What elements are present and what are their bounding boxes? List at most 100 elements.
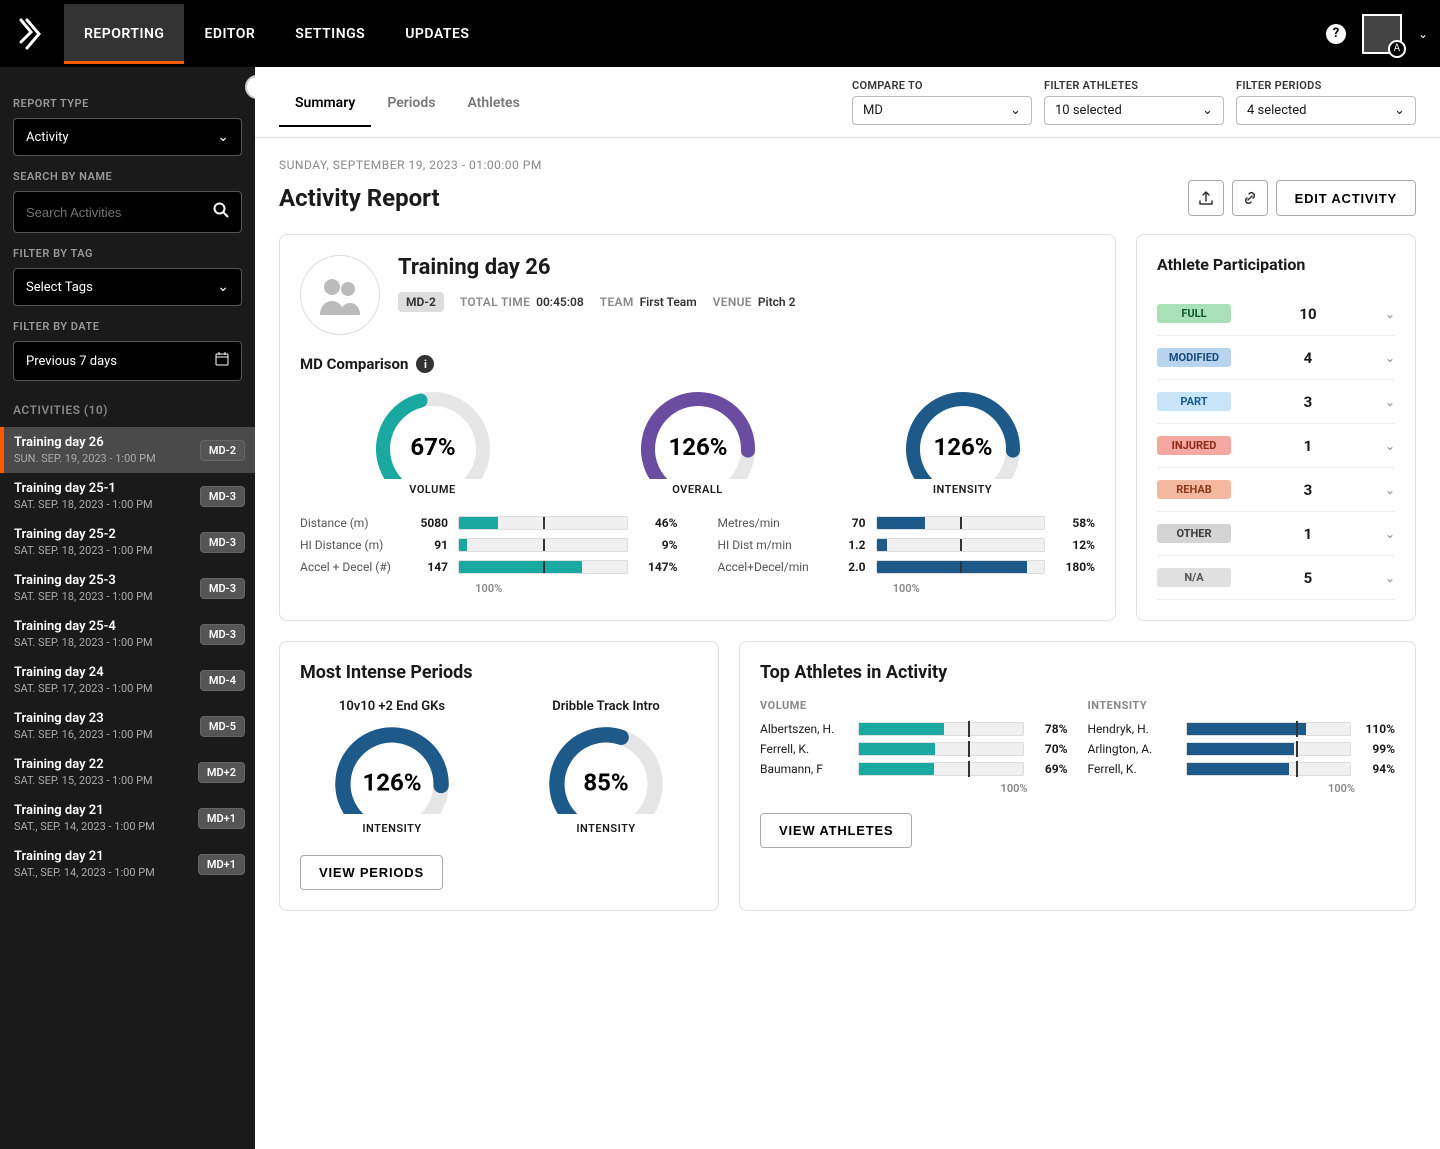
export-button[interactable] bbox=[1188, 180, 1224, 216]
edit-activity-button[interactable]: EDIT ACTIVITY bbox=[1276, 180, 1416, 216]
app-logo[interactable] bbox=[12, 14, 52, 54]
md-badge: MD+1 bbox=[198, 854, 245, 875]
participation-badge: INJURED bbox=[1157, 436, 1231, 455]
md-badge: MD-5 bbox=[200, 716, 245, 737]
comparison-title: MD Comparison bbox=[300, 355, 408, 373]
activity-item-date: SAT. SEP. 17, 2023 - 1:00 PM bbox=[14, 682, 200, 695]
info-icon[interactable]: i bbox=[416, 355, 434, 373]
activity-item[interactable]: Training day 26SUN. SEP. 19, 2023 - 1:00… bbox=[0, 427, 255, 473]
help-icon[interactable]: ? bbox=[1326, 24, 1346, 44]
participation-row[interactable]: MODIFIED 4 ⌄ bbox=[1157, 336, 1395, 380]
activity-item[interactable]: Training day 25-4 SAT. SEP. 18, 2023 - 1:… bbox=[0, 611, 255, 657]
svg-text:126%: 126% bbox=[668, 433, 727, 461]
participation-row[interactable]: REHAB 3 ⌄ bbox=[1157, 468, 1395, 512]
activity-item-title: Training day 24 bbox=[14, 665, 200, 680]
sub-tab-athletes[interactable]: Athletes bbox=[451, 79, 535, 127]
activity-item-title: Training day 21 bbox=[14, 849, 198, 864]
avatar[interactable]: A bbox=[1362, 14, 1402, 54]
chevron-down-icon: ⌄ bbox=[217, 129, 229, 145]
compare-to-select[interactable]: MD⌄ bbox=[852, 96, 1032, 125]
activity-item-date: SAT. SEP. 18, 2023 - 1:00 PM bbox=[14, 544, 200, 557]
activity-item[interactable]: Training day 22 SAT. SEP. 15, 2023 - 1:00… bbox=[0, 749, 255, 795]
activity-item-title: Training day 22 bbox=[14, 757, 198, 772]
activity-item[interactable]: Training day 24 SAT. SEP. 17, 2023 - 1:00… bbox=[0, 657, 255, 703]
chevron-down-icon: ⌄ bbox=[1385, 527, 1395, 541]
activity-item[interactable]: Training day 25-3SAT. SEP. 18, 2023 - 1:… bbox=[0, 565, 255, 611]
svg-text:126%: 126% bbox=[933, 433, 992, 461]
nav-tab-updates[interactable]: UPDATES bbox=[385, 4, 489, 64]
top-athlete-row: Ferrell, K. 70% bbox=[760, 742, 1068, 756]
chevron-down-icon: ⌄ bbox=[217, 279, 229, 295]
chevron-down-icon: ⌄ bbox=[1385, 395, 1395, 409]
md-badge: MD-3 bbox=[200, 532, 245, 553]
participation-badge: OTHER bbox=[1157, 524, 1231, 543]
activity-item[interactable]: Training day 21 SAT., SEP. 14, 2023 - 1:0… bbox=[0, 841, 255, 887]
participation-badge: N/A bbox=[1157, 568, 1231, 587]
metric-bar bbox=[458, 538, 628, 552]
chevron-down-icon: ⌄ bbox=[1202, 103, 1213, 118]
sub-tab-periods[interactable]: Periods bbox=[371, 79, 451, 127]
period-item: 10v10 +2 End GKs 126% INTENSITY bbox=[332, 699, 452, 835]
participation-badge: PART bbox=[1157, 392, 1231, 411]
md-badge: MD+2 bbox=[198, 762, 245, 783]
report-type-select[interactable]: Activity ⌄ bbox=[13, 118, 242, 156]
filter-date-select[interactable]: Previous 7 days bbox=[13, 341, 242, 381]
md-badge: MD-2 bbox=[398, 292, 444, 312]
metric-bar bbox=[876, 516, 1046, 530]
activity-item-date: SAT. SEP. 18, 2023 - 1:00 PM bbox=[14, 498, 200, 511]
nav-tab-settings[interactable]: SETTINGS bbox=[275, 4, 385, 64]
nav-tabs: REPORTINGEDITORSETTINGSUPDATES bbox=[64, 4, 489, 64]
participation-row[interactable]: OTHER 1 ⌄ bbox=[1157, 512, 1395, 556]
collapse-sidebar-button[interactable]: ‹ bbox=[245, 75, 255, 99]
filter-tag-select[interactable]: Select Tags ⌄ bbox=[13, 268, 242, 306]
svg-text:126%: 126% bbox=[362, 769, 421, 797]
nav-tab-editor[interactable]: EDITOR bbox=[184, 4, 275, 64]
activity-item-title: Training day 21 bbox=[14, 803, 198, 818]
sidebar: ‹ REPORT TYPE Activity ⌄ SEARCH BY NAME … bbox=[0, 67, 255, 1149]
activities-header: ACTIVITIES (10) bbox=[13, 403, 242, 417]
participation-badge: MODIFIED bbox=[1157, 348, 1231, 367]
periods-card: Most Intense Periods 10v10 +2 End GKs 12… bbox=[279, 641, 719, 911]
activity-item-date: SAT. SEP. 15, 2023 - 1:00 PM bbox=[14, 774, 198, 787]
activity-item[interactable]: Training day 23SAT. SEP. 16, 2023 - 1:00… bbox=[0, 703, 255, 749]
activity-item[interactable]: Training day 25-2SAT. SEP. 18, 2023 - 1:… bbox=[0, 519, 255, 565]
topbar: REPORTINGEDITORSETTINGSUPDATES ? A ⌄ bbox=[0, 0, 1440, 67]
sub-tab-summary[interactable]: Summary bbox=[279, 79, 371, 127]
metric-row: Distance (m) 5080 46% bbox=[300, 516, 678, 530]
view-athletes-button[interactable]: VIEW ATHLETES bbox=[760, 813, 912, 848]
metric-bar bbox=[458, 560, 628, 574]
metric-row: Accel + Decel (#) 147 147% bbox=[300, 560, 678, 574]
search-input[interactable] bbox=[26, 205, 213, 220]
participation-row[interactable]: FULL 10 ⌄ bbox=[1157, 292, 1395, 336]
nav-tab-reporting[interactable]: REPORTING bbox=[64, 4, 184, 64]
link-button[interactable] bbox=[1232, 180, 1268, 216]
chevron-down-icon: ⌄ bbox=[1385, 483, 1395, 497]
filter-athletes-select[interactable]: 10 selected⌄ bbox=[1044, 96, 1224, 125]
activity-item-date: SAT., SEP. 14, 2023 - 1:00 PM bbox=[14, 866, 198, 879]
activity-item-title: Training day 25-4 bbox=[14, 619, 200, 634]
md-badge: MD-3 bbox=[200, 578, 245, 599]
search-icon[interactable] bbox=[213, 202, 229, 222]
activity-item-date: SAT., SEP. 14, 2023 - 1:00 PM bbox=[14, 820, 198, 833]
participation-row[interactable]: PART 3 ⌄ bbox=[1157, 380, 1395, 424]
top-athlete-row: Hendryk, H. 110% bbox=[1088, 722, 1396, 736]
participation-row[interactable]: INJURED 1 ⌄ bbox=[1157, 424, 1395, 468]
main-header: SummaryPeriodsAthletes COMPARE TO MD⌄ FI… bbox=[255, 67, 1440, 138]
filter-date-label: FILTER BY DATE bbox=[13, 320, 242, 333]
participation-row[interactable]: N/A 5 ⌄ bbox=[1157, 556, 1395, 600]
metric-bar bbox=[876, 538, 1046, 552]
activity-item[interactable]: Training day 21 SAT., SEP. 14, 2023 - 1:0… bbox=[0, 795, 255, 841]
view-periods-button[interactable]: VIEW PERIODS bbox=[300, 855, 443, 890]
metric-row: Metres/min 70 58% bbox=[718, 516, 1096, 530]
filter-periods-select[interactable]: 4 selected⌄ bbox=[1236, 96, 1416, 125]
activity-item[interactable]: Training day 25-1SAT. SEP. 18, 2023 - 1:… bbox=[0, 473, 255, 519]
activity-item-date: SAT. SEP. 18, 2023 - 1:00 PM bbox=[14, 636, 200, 649]
chevron-down-icon: ⌄ bbox=[1385, 571, 1395, 585]
chevron-down-icon[interactable]: ⌄ bbox=[1418, 27, 1428, 41]
comparison-card: Training day 26 MD-2 TOTAL TIME 00:45:08… bbox=[279, 234, 1116, 621]
participation-badge: FULL bbox=[1157, 304, 1231, 323]
activity-item-title: Training day 23 bbox=[14, 711, 200, 726]
report-type-label: REPORT TYPE bbox=[13, 97, 242, 110]
participation-card: Athlete Participation FULL 10 ⌄MODIFIED … bbox=[1136, 234, 1416, 621]
intensity-header: INTENSITY bbox=[1088, 699, 1396, 712]
